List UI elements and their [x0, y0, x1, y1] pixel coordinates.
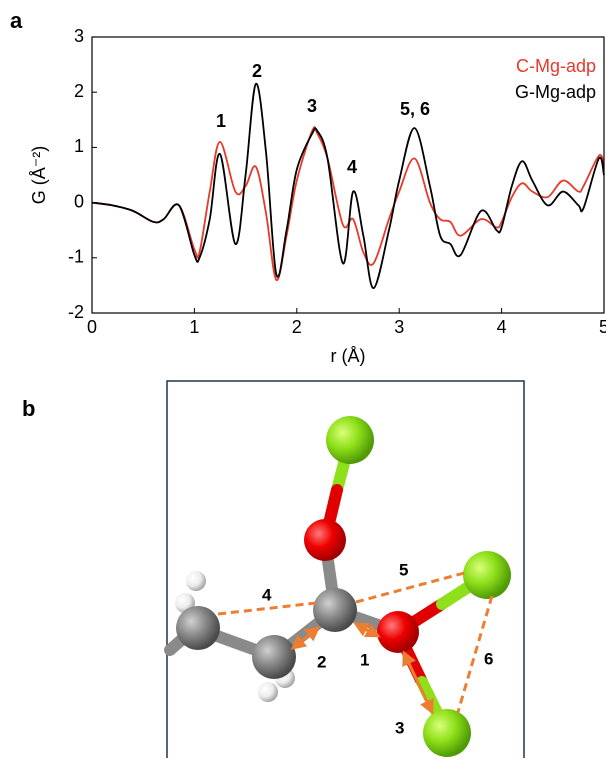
- x-axis-label: r (Å): [331, 346, 366, 366]
- distance-label: 1: [360, 650, 369, 669]
- diagram-frame: [166, 380, 525, 758]
- x-tick-label: 1: [189, 317, 199, 337]
- y-tick-label: -1: [68, 247, 84, 267]
- y-tick-label: 1: [74, 136, 84, 156]
- distances: [217, 570, 494, 715]
- y-tick-label: -2: [68, 302, 84, 322]
- x-tick-label: 3: [394, 317, 404, 337]
- peak-label: 1: [216, 111, 226, 131]
- distance-label: 4: [262, 585, 272, 604]
- panel-label: a: [10, 8, 23, 33]
- chart: -2 -1 0 1 2 3 0 1 2 3 4 5 r (Å) G (Å⁻²) C-Mg-adp G-Mg-a…: [29, 26, 606, 366]
- bonds: [164, 434, 493, 739]
- x-tick-label: 0: [87, 317, 97, 337]
- peak-label: 5, 6: [400, 99, 430, 119]
- y-tick-label: 0: [74, 191, 84, 211]
- x-tick-label: 5: [599, 317, 606, 337]
- y-tick-label: 3: [74, 26, 84, 46]
- panel-label: b: [22, 396, 35, 421]
- line: [91, 83, 605, 290]
- y-axis-label: G (Å⁻²): [29, 146, 49, 205]
- plot-frame: [91, 36, 605, 314]
- peak-label: 2: [252, 61, 262, 81]
- peak-label: 3: [307, 96, 317, 116]
- distance-label: 2: [317, 652, 326, 671]
- x-tick-label: 2: [292, 317, 302, 337]
- distance-label: 3: [395, 718, 404, 737]
- line: [91, 126, 605, 281]
- distance-label: 5: [399, 560, 408, 579]
- x-tick-label: 4: [497, 317, 507, 337]
- distance-label: 6: [484, 649, 493, 668]
- diagram: 1 2 3 4 5 6: [164, 380, 525, 758]
- legend-label: C-Mg-adp: [516, 56, 596, 76]
- legend-label: G-Mg-adp: [515, 82, 596, 102]
- atoms: [175, 416, 511, 757]
- peak-label: 4: [347, 157, 357, 177]
- y-tick-label: 2: [74, 81, 84, 101]
